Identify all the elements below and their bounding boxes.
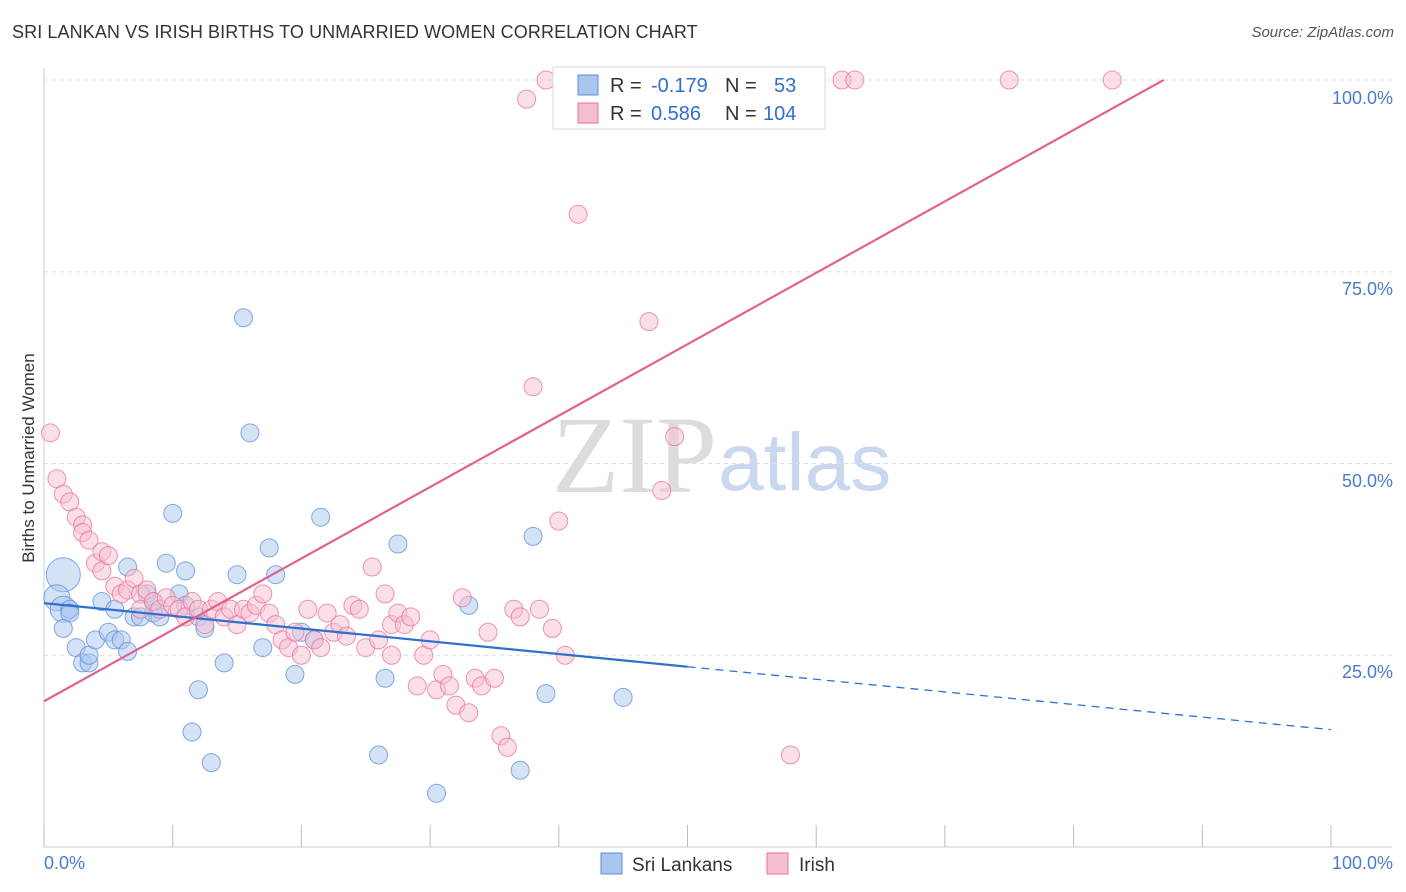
point-irish-51 bbox=[349, 599, 369, 619]
trend-lines bbox=[43, 79, 1332, 731]
trend-sri-lankans-solid bbox=[43, 601, 688, 668]
axes bbox=[43, 68, 1392, 848]
point-irish-60 bbox=[401, 607, 421, 627]
y-tick-label-25: 25.0% bbox=[1342, 662, 1393, 682]
trend-sri-lankans-dashed bbox=[687, 666, 1332, 731]
point-sri-lankans-41 bbox=[285, 664, 305, 684]
series-legend: Sri Lankans Irish bbox=[600, 852, 835, 876]
legend-r-label-pink: R = bbox=[610, 103, 642, 125]
y-tick-label-75: 75.0% bbox=[1342, 279, 1393, 299]
point-irish-7 bbox=[79, 530, 99, 550]
point-sri-lankans-24 bbox=[156, 553, 176, 573]
point-irish-81 bbox=[536, 70, 556, 90]
point-sri-lankans-50 bbox=[510, 760, 530, 780]
point-irish-0 bbox=[40, 423, 60, 443]
point-irish-75 bbox=[497, 737, 517, 757]
point-sri-lankans-5 bbox=[53, 618, 73, 638]
point-irish-82 bbox=[542, 618, 562, 638]
point-irish-78 bbox=[517, 89, 537, 109]
point-sri-lankans-44 bbox=[311, 507, 331, 527]
point-sri-lankans-28 bbox=[176, 561, 196, 581]
point-sri-lankans-36 bbox=[233, 308, 253, 328]
watermark-zip: ZIP bbox=[552, 394, 717, 516]
y-axis-title: Births to Unmarried Women bbox=[19, 353, 38, 562]
point-irish-77 bbox=[510, 607, 530, 627]
legend-r-value-pink: 0.586 bbox=[651, 103, 701, 125]
point-irish-11 bbox=[98, 546, 118, 566]
point-irish-45 bbox=[311, 638, 331, 658]
gridlines bbox=[44, 79, 1392, 656]
point-irish-66 bbox=[439, 676, 459, 696]
point-sri-lankans-35 bbox=[227, 565, 247, 585]
y-tick-label-50: 50.0% bbox=[1342, 471, 1393, 491]
point-sri-lankans-31 bbox=[188, 680, 208, 700]
legend-r-label-blue: R = bbox=[610, 75, 642, 97]
legend-swatch-blue bbox=[577, 74, 599, 96]
point-sri-lankans-45 bbox=[369, 745, 389, 765]
point-irish-69 bbox=[459, 703, 479, 723]
point-sri-lankans-52 bbox=[536, 684, 556, 704]
point-sri-lankans-38 bbox=[253, 638, 273, 658]
point-sri-lankans-34 bbox=[214, 653, 234, 673]
point-irish-93 bbox=[652, 480, 672, 500]
x-tick-label-100: 100.0% bbox=[1332, 853, 1393, 873]
point-irish-49 bbox=[336, 626, 356, 646]
series-sri-lankans bbox=[43, 308, 633, 803]
source-credit: Source: ZipAtlas.com bbox=[1251, 24, 1394, 41]
point-irish-102 bbox=[999, 70, 1019, 90]
point-irish-94 bbox=[665, 427, 685, 447]
point-sri-lankans-17 bbox=[118, 641, 138, 661]
point-irish-41 bbox=[285, 622, 305, 642]
point-irish-46 bbox=[317, 603, 337, 623]
point-irish-55 bbox=[375, 584, 395, 604]
point-irish-57 bbox=[381, 645, 401, 665]
point-sri-lankans-37 bbox=[240, 423, 260, 443]
point-sri-lankans-46 bbox=[375, 668, 395, 688]
point-irish-72 bbox=[478, 622, 498, 642]
bottom-legend-swatch-irish bbox=[766, 852, 789, 875]
point-sri-lankans-47 bbox=[388, 534, 408, 554]
point-irish-92 bbox=[639, 312, 659, 332]
point-irish-54 bbox=[369, 630, 389, 650]
point-irish-79 bbox=[523, 377, 543, 397]
x-tick-label-0: 0.0% bbox=[44, 853, 85, 873]
point-irish-103 bbox=[1102, 70, 1122, 90]
legend-n-label-blue: N = bbox=[725, 75, 757, 97]
bottom-legend-swatch-sri-lankans bbox=[600, 852, 623, 875]
trend-irish-solid bbox=[43, 79, 1165, 703]
point-sri-lankans-29 bbox=[182, 722, 202, 742]
point-sri-lankans-25 bbox=[163, 503, 183, 523]
legend-n-value-blue: 53 bbox=[774, 75, 796, 97]
point-sri-lankans-33 bbox=[201, 753, 221, 773]
point-irish-83 bbox=[549, 511, 569, 531]
point-irish-61 bbox=[407, 676, 427, 696]
chart-title: SRI LANKAN VS IRISH BIRTHS TO UNMARRIED … bbox=[12, 22, 698, 42]
point-irish-53 bbox=[362, 557, 382, 577]
legend-n-label-pink: N = bbox=[725, 103, 757, 125]
point-irish-86 bbox=[568, 204, 588, 224]
point-sri-lankans-53 bbox=[613, 687, 633, 707]
point-sri-lankans-48 bbox=[427, 783, 447, 803]
point-irish-98 bbox=[780, 745, 800, 765]
watermark-atlas: atlas bbox=[718, 417, 891, 508]
legend-r-value-blue: -0.179 bbox=[651, 75, 708, 97]
point-irish-80 bbox=[529, 599, 549, 619]
point-irish-101 bbox=[845, 70, 865, 90]
point-sri-lankans-51 bbox=[523, 526, 543, 546]
bottom-legend-label-irish: Irish bbox=[799, 855, 835, 876]
point-irish-73 bbox=[484, 668, 504, 688]
point-irish-42 bbox=[291, 645, 311, 665]
y-tick-label-100: 100.0% bbox=[1332, 88, 1393, 108]
legend-n-value-pink: 104 bbox=[763, 103, 796, 125]
point-irish-68 bbox=[452, 588, 472, 608]
point-irish-43 bbox=[298, 599, 318, 619]
legend-swatch-pink bbox=[577, 102, 599, 124]
point-irish-36 bbox=[253, 584, 273, 604]
bottom-legend-label-sri-lankans: Sri Lankans bbox=[632, 855, 732, 876]
point-sri-lankans-39 bbox=[259, 538, 279, 558]
correlation-legend: R = -0.179 N = 53 R = 0.586 N = 104 bbox=[552, 66, 826, 130]
